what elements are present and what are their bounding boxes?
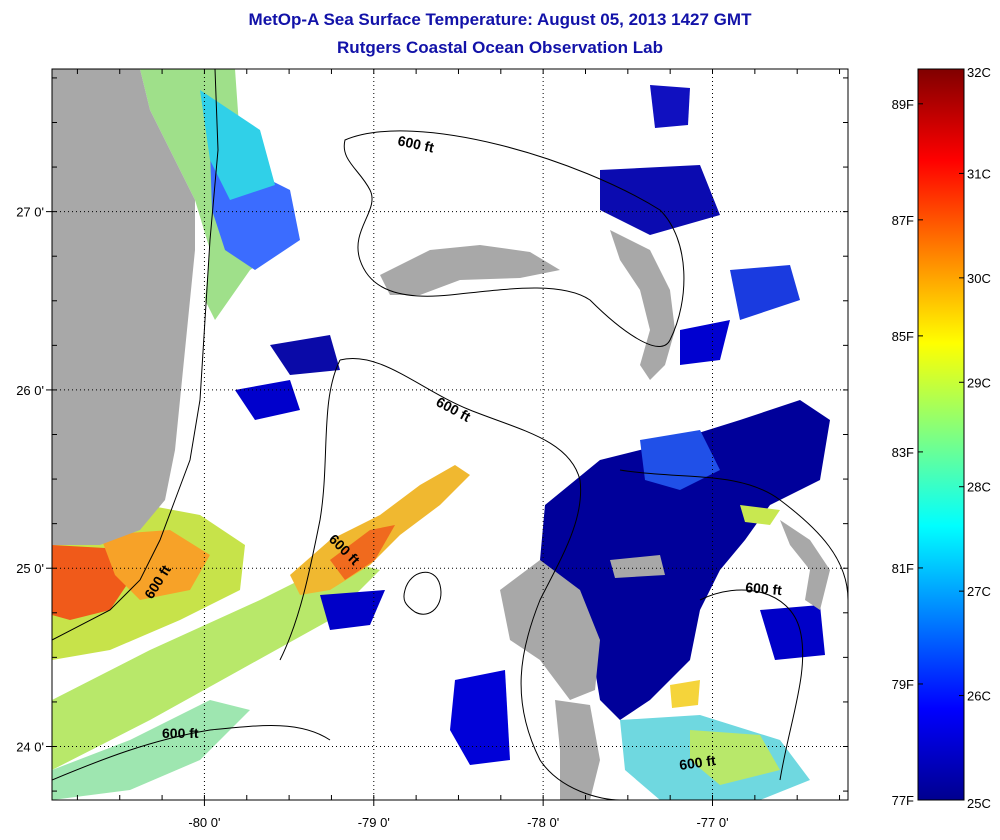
sst-patch-blue-3	[600, 165, 720, 235]
contour-bank-west	[279, 359, 341, 661]
lon-tick-label: -77 0'	[696, 815, 728, 830]
land-florida	[52, 69, 195, 545]
colorbar-fahrenheit-label: 79F	[892, 677, 914, 692]
land-andros-south	[555, 700, 600, 800]
lat-tick-label: 26 0'	[16, 383, 44, 398]
colorbar-fahrenheit-label: 81F	[892, 561, 914, 576]
colorbar-celsius-labels: 32C 31C 30C 29C 28C 27C 26C 25C	[967, 65, 991, 811]
land-andros	[500, 560, 600, 700]
contour-layer	[52, 69, 848, 800]
sst-patch-florida-coast-cyan	[200, 90, 275, 200]
lat-tick-label: 27 0'	[16, 205, 44, 220]
colorbar-gradient	[917, 68, 965, 801]
contour-east	[699, 589, 804, 781]
sst-patch-blue-5	[730, 265, 800, 320]
sst-patch-southwest-hot	[52, 545, 130, 620]
colorbar: 32C 31C 30C 29C 28C 27C 26C 25C 89F 87F 85F 83F 81F…	[892, 65, 991, 811]
sst-patch-blue-6	[680, 320, 730, 365]
colorbar-celsius-label: 32C	[967, 65, 991, 80]
colorbar-celsius-label: 31C	[967, 166, 991, 181]
longitude-labels: -80 0' -79 0' -78 0' -77 0'	[188, 815, 728, 830]
contour-label-north: 600 ft	[396, 132, 435, 155]
sst-patch-east-cold	[540, 400, 830, 720]
lat-tick-label: 24 0'	[16, 740, 44, 755]
sst-patch-southwest-orange	[100, 530, 210, 600]
colorbar-fahrenheit-label: 89F	[892, 97, 914, 112]
sst-patch-east-cold-2	[640, 430, 720, 490]
lon-tick-label: -79 0'	[358, 815, 390, 830]
sst-patch-blue-1	[235, 380, 300, 420]
colorbar-fahrenheit-labels: 89F 87F 85F 83F 81F 79F 77F	[892, 97, 914, 808]
lon-tick-label: -78 0'	[527, 815, 559, 830]
contour-loop	[403, 571, 442, 615]
colorbar-celsius-label: 26C	[967, 689, 991, 704]
axis-ticks	[46, 69, 848, 806]
sst-patch-blue-2	[270, 335, 340, 375]
contour-great-bahama-bank	[339, 358, 621, 800]
colorbar-celsius-label: 29C	[967, 375, 991, 390]
colorbar-celsius-label: 25C	[967, 796, 991, 811]
land-grand-bahama	[380, 245, 560, 295]
colorbar-celsius-label: 28C	[967, 480, 991, 495]
sst-patch-blue-9	[760, 605, 825, 660]
sst-patch-central-streak-hot	[330, 525, 395, 580]
colorbar-celsius-label: 30C	[967, 271, 991, 286]
contour-label-southeast: 600 ft	[678, 752, 717, 773]
contour-florida-shelf	[52, 69, 219, 641]
colorbar-ticks	[918, 68, 964, 801]
colorbar-fahrenheit-label: 83F	[892, 445, 914, 460]
figure-subtitle: Rutgers Coastal Ocean Observation Lab	[337, 38, 663, 57]
land-abaco	[610, 230, 675, 380]
colorbar-fahrenheit-label: 77F	[892, 793, 914, 808]
sst-patch-blue-7	[320, 590, 385, 630]
land-new-providence	[610, 555, 665, 578]
land-eleuthera	[780, 520, 830, 610]
colorbar-fahrenheit-label: 85F	[892, 329, 914, 344]
contour-tongue	[619, 469, 848, 601]
contour-label-south: 600 ft	[162, 725, 199, 741]
colorbar-fahrenheit-label: 87F	[892, 213, 914, 228]
sst-patch-south-band-2	[52, 700, 250, 800]
sst-patch-east-warm	[670, 680, 700, 708]
lat-tick-label: 25 0'	[16, 561, 44, 576]
colorbar-celsius-label: 27C	[967, 584, 991, 599]
lon-tick-label: -80 0'	[188, 815, 220, 830]
graticule	[52, 69, 848, 800]
sst-patch-blue-8	[450, 670, 510, 765]
contour-label-east: 600 ft	[745, 579, 783, 598]
sst-patch-blue-4	[650, 85, 690, 128]
sst-patch-green-east	[740, 505, 780, 525]
figure-title: MetOp-A Sea Surface Temperature: August …	[248, 10, 752, 29]
sst-patch-southeast-green	[690, 730, 780, 785]
land-layer	[52, 69, 830, 800]
contour-south	[52, 725, 331, 781]
contour-little-bahama-bank	[343, 130, 685, 347]
latitude-labels: 27 0' 26 0' 25 0' 24 0'	[16, 205, 44, 755]
